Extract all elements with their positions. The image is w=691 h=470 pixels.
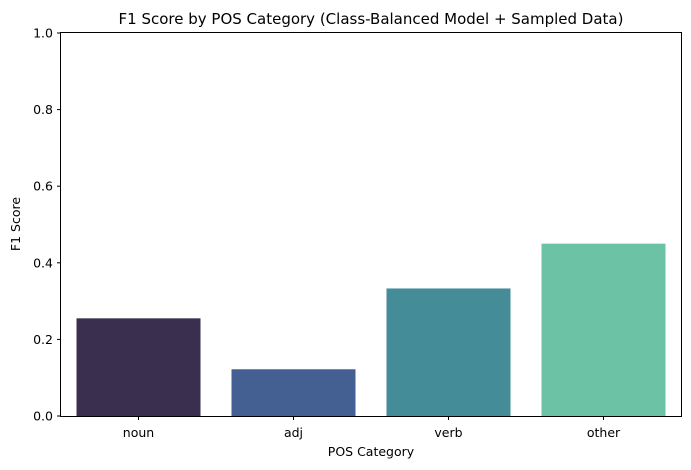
y-tick-label: 0.0 xyxy=(33,409,53,424)
bar-adj xyxy=(231,369,356,416)
chart-title: F1 Score by POS Category (Class-Balanced… xyxy=(119,10,624,28)
x-axis-ticks: noun adj verb other xyxy=(123,416,621,440)
x-axis-label: POS Category xyxy=(328,444,415,459)
y-axis-label: F1 Score xyxy=(8,197,23,251)
x-tick-label-verb: verb xyxy=(434,425,462,440)
bar-noun xyxy=(76,318,201,416)
bar-other xyxy=(541,243,666,416)
y-tick-label: 0.2 xyxy=(33,332,53,347)
y-tick-label: 0.6 xyxy=(33,179,53,194)
x-tick-label-other: other xyxy=(587,425,621,440)
y-axis-ticks: 0.0 0.2 0.4 0.6 0.8 1.0 xyxy=(33,26,61,424)
x-tick-label-noun: noun xyxy=(123,425,154,440)
x-tick-label-adj: adj xyxy=(284,425,303,440)
y-tick-label: 1.0 xyxy=(33,26,53,41)
y-tick-label: 0.4 xyxy=(33,255,53,270)
plot-frame xyxy=(60,32,682,417)
y-tick-label: 0.8 xyxy=(33,102,53,117)
bars-group xyxy=(76,243,666,416)
bar-verb xyxy=(386,288,511,416)
